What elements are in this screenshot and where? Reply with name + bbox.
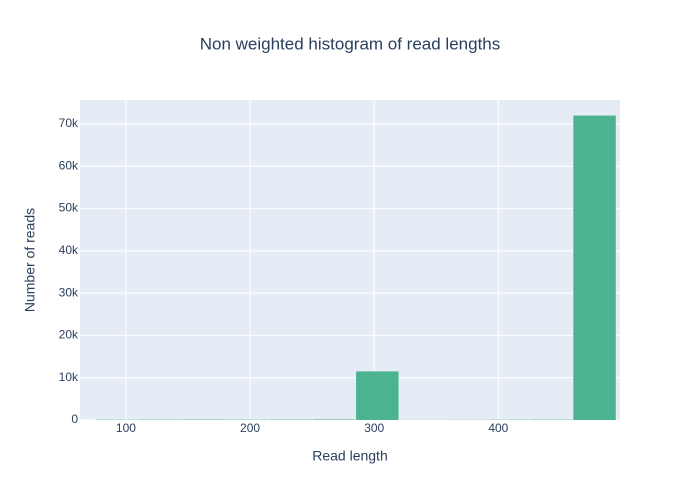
x-tick-label: 300 — [364, 421, 384, 435]
x-tick-label: 200 — [240, 421, 260, 435]
plot-background — [80, 100, 620, 420]
bar — [573, 115, 616, 420]
y-tick-label: 40k — [59, 243, 79, 257]
bar — [356, 371, 399, 420]
x-tick-label: 100 — [116, 421, 136, 435]
y-tick-label: 50k — [59, 201, 79, 215]
x-tick-label: 400 — [488, 421, 508, 435]
y-tick-label: 0 — [71, 412, 78, 426]
y-axis-label: Number of reads — [22, 208, 38, 312]
y-tick-label: 20k — [59, 328, 79, 342]
y-tick-label: 10k — [59, 370, 79, 384]
y-tick-label: 60k — [59, 158, 79, 172]
y-tick-label: 30k — [59, 285, 79, 299]
x-axis-label: Read length — [312, 448, 388, 464]
y-tick-label: 70k — [59, 116, 79, 130]
chart-title: Non weighted histogram of read lengths — [200, 34, 501, 53]
bar — [312, 419, 356, 420]
